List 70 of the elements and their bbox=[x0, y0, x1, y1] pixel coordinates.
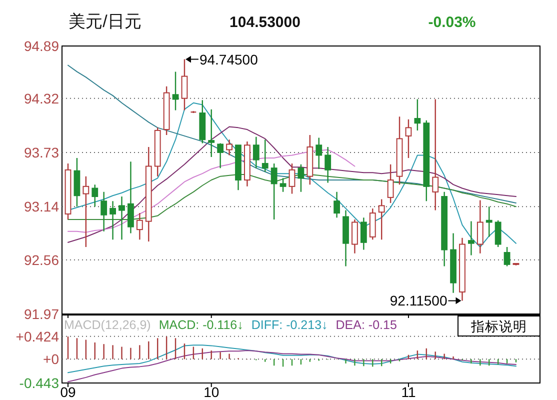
x-tick-label: 11 bbox=[401, 384, 416, 400]
candlestick bbox=[181, 58, 188, 111]
candlestick bbox=[163, 86, 170, 136]
candlestick bbox=[405, 118, 412, 159]
candlestick bbox=[64, 162, 72, 220]
y-tick-label: 92.56 bbox=[24, 252, 60, 268]
text: -0.03% bbox=[428, 14, 476, 31]
line-series bbox=[68, 126, 516, 243]
annotation: 94.74500 bbox=[199, 51, 258, 68]
candlestick bbox=[423, 120, 430, 202]
candlestick bbox=[208, 108, 215, 158]
candlestick bbox=[252, 136, 260, 169]
candlestick bbox=[128, 161, 134, 234]
candlestick bbox=[145, 146, 152, 242]
candlestick bbox=[476, 200, 484, 254]
y-tick-label: 91.97 bbox=[24, 306, 60, 322]
candlestick bbox=[468, 220, 474, 256]
candlestick bbox=[172, 71, 179, 111]
candlestick bbox=[199, 100, 206, 144]
candlestick bbox=[82, 176, 90, 248]
text: 104.53000 bbox=[230, 14, 300, 31]
candlestick bbox=[441, 191, 448, 267]
candlestick bbox=[459, 237, 466, 302]
x-tick-label: 09 bbox=[60, 384, 76, 400]
candlestick bbox=[244, 140, 250, 188]
candlestick bbox=[360, 217, 367, 250]
chart-title: 美元/日元 bbox=[68, 12, 142, 31]
line-series bbox=[68, 350, 516, 382]
candlestick bbox=[334, 191, 340, 218]
candlestick bbox=[486, 206, 492, 238]
candlestick bbox=[110, 200, 116, 240]
series-label: MACD: -0.116↓ bbox=[158, 318, 244, 332]
candlestick bbox=[280, 178, 286, 193]
series-label: DIFF: -0.213↓ bbox=[251, 318, 328, 332]
candlestick bbox=[262, 139, 268, 172]
candlestick bbox=[136, 212, 143, 240]
candlestick bbox=[226, 139, 232, 156]
candlestick bbox=[450, 232, 456, 294]
candlestick bbox=[414, 98, 421, 132]
y-tick-label: 93.14 bbox=[24, 198, 60, 215]
candlestick bbox=[387, 164, 394, 204]
candlestick bbox=[342, 210, 349, 267]
text: DEA: -0.15 bbox=[336, 318, 397, 332]
candlestick bbox=[298, 164, 304, 193]
y-tick-label: +0.424 bbox=[16, 328, 60, 344]
y-tick-label: 94.32 bbox=[24, 90, 60, 106]
candlestick bbox=[352, 218, 358, 254]
annotation: 指标说明 bbox=[470, 319, 527, 334]
y-tick-label: -0.443 bbox=[19, 375, 60, 391]
candlestick bbox=[154, 127, 161, 177]
candlestick bbox=[270, 162, 278, 220]
candlestick bbox=[74, 157, 80, 208]
y-tick-label: +0 bbox=[43, 351, 60, 368]
candlestick bbox=[118, 196, 125, 240]
candlestick bbox=[306, 134, 314, 186]
candlestick bbox=[324, 146, 332, 184]
candlestick bbox=[288, 162, 296, 194]
y-tick-label: 94.89 bbox=[24, 38, 60, 54]
line-series bbox=[68, 344, 516, 374]
candlestick bbox=[217, 142, 224, 169]
candlestick bbox=[378, 198, 385, 240]
candlestick bbox=[432, 98, 439, 211]
annotation: 92.11500 bbox=[390, 292, 448, 309]
candlestick bbox=[396, 116, 403, 186]
candlestick bbox=[92, 184, 98, 208]
x-tick-label: 10 bbox=[204, 384, 220, 400]
y-tick-label: 93.73 bbox=[24, 144, 60, 160]
candlestick bbox=[100, 191, 108, 232]
chart-title: MACD(12,26,9) bbox=[64, 318, 151, 332]
candlestick bbox=[316, 137, 322, 170]
